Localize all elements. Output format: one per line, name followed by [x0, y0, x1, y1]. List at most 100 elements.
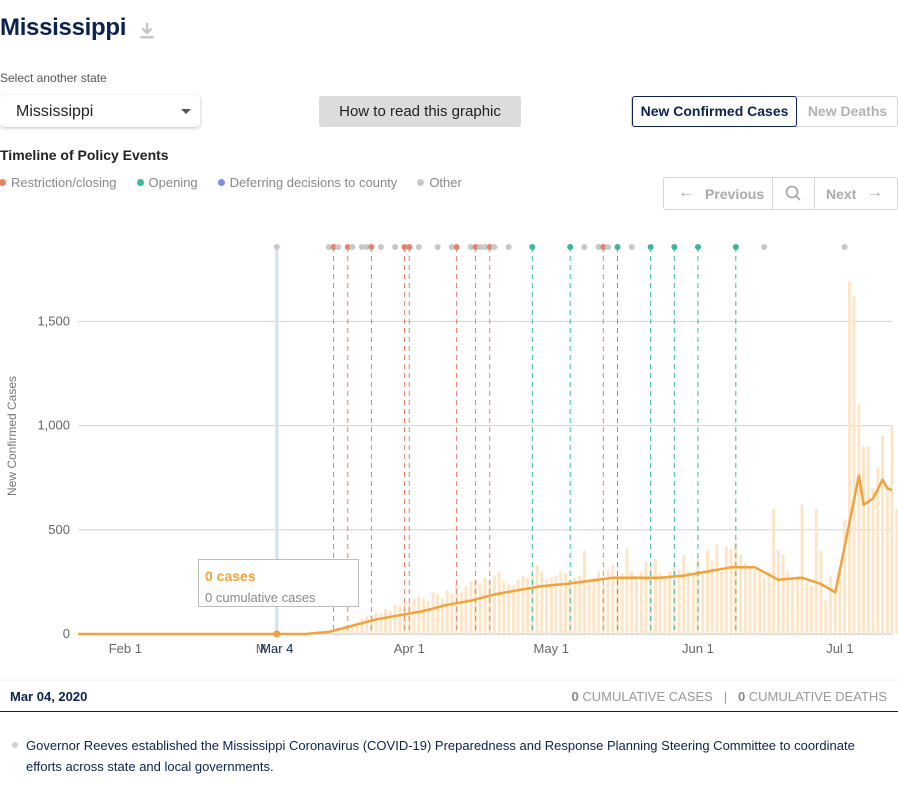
daily-cases-bar	[351, 623, 354, 634]
policy-event-dot	[761, 244, 768, 250]
daily-cases-bar	[895, 508, 898, 634]
new-deaths-tab[interactable]: New Deaths	[807, 103, 888, 119]
daily-cases-bar	[724, 546, 728, 634]
daily-cases-bar	[810, 586, 814, 634]
daily-cases-bar	[336, 627, 340, 634]
policy-event-dot	[415, 244, 422, 250]
daily-cases-bar	[772, 508, 776, 634]
policy-event-dot	[434, 244, 441, 250]
daily-cases-bar	[620, 573, 624, 634]
daily-cases-bar	[862, 446, 866, 634]
daily-cases-bar	[530, 573, 534, 634]
download-icon[interactable]	[139, 22, 155, 40]
status-bar: Mar 04, 2020 0 cumulative cases | 0 cumu…	[0, 681, 898, 712]
policy-event-dot	[567, 244, 574, 250]
x-tick-label: Apr 1	[394, 641, 425, 656]
new-cases-tab[interactable]: New Confirmed Cases	[632, 96, 797, 127]
tooltip-cumulative: 0 cumulative cases	[205, 590, 316, 605]
selected-date: Mar 04, 2020	[10, 689, 88, 704]
tooltip-cases: 0 cases	[205, 568, 256, 584]
policy-event-dot	[453, 244, 460, 250]
daily-cases-bar	[786, 571, 790, 634]
state-select-label: Select another state	[0, 71, 107, 85]
legend-label: Deferring decisions to county	[229, 175, 398, 190]
daily-cases-bar	[592, 577, 596, 634]
daily-cases-bar	[800, 504, 804, 634]
daily-cases-bar	[578, 575, 582, 634]
daily-cases-bar	[814, 508, 818, 634]
search-icon	[785, 185, 801, 201]
policy-event-dot	[595, 244, 602, 250]
policy-event-dot	[614, 244, 621, 250]
daily-cases-bar	[838, 571, 842, 634]
policy-event-dot	[694, 244, 701, 250]
daily-cases-bar	[720, 571, 724, 634]
daily-cases-bar	[374, 612, 378, 634]
daily-cases-bar	[516, 579, 520, 634]
daily-cases-bar	[355, 621, 359, 634]
timeline-title: Timeline of Policy Events	[0, 147, 169, 163]
policy-event-dot	[477, 244, 484, 250]
daily-cases-bar	[634, 575, 638, 634]
daily-cases-bar	[422, 598, 425, 634]
state-select-value: Mississippi	[16, 103, 94, 120]
legend-label: Other	[429, 175, 462, 190]
legend-label: Opening	[148, 175, 198, 190]
daily-cases-bar	[611, 565, 615, 634]
daily-cases-bar	[474, 579, 478, 634]
daily-cases-bar	[526, 577, 530, 634]
daily-cases-bar	[511, 586, 515, 634]
policy-event-dot	[349, 244, 356, 250]
search-button[interactable]	[773, 178, 815, 209]
daily-cases-bar	[507, 583, 511, 634]
y-tick-label: 500	[48, 522, 70, 537]
policy-event-dot	[330, 244, 337, 250]
y-axis-label: New Confirmed Cases	[5, 376, 19, 496]
daily-cases-bar	[554, 575, 558, 634]
daily-cases-bar	[748, 567, 752, 634]
daily-cases-bar	[521, 575, 525, 634]
daily-cases-bar	[497, 571, 501, 634]
daily-cases-bar	[540, 571, 544, 634]
daily-cases-bar	[478, 583, 482, 634]
daily-cases-bar	[483, 577, 487, 634]
daily-cases-bar	[436, 594, 440, 634]
policy-legend: Restriction/closing Opening Deferring de…	[0, 175, 482, 190]
policy-event-dot	[377, 244, 384, 250]
daily-cases-bar	[729, 548, 733, 634]
daily-cases-bar	[469, 581, 473, 634]
daily-cases-bar	[705, 550, 709, 634]
legend-item-deferring: Deferring decisions to county	[217, 175, 398, 190]
daily-cases-bar	[388, 611, 392, 634]
daily-cases-bar	[866, 446, 870, 634]
y-tick-label: 0	[63, 626, 70, 641]
daily-cases-bar	[876, 467, 880, 634]
policy-event-dot	[467, 244, 474, 250]
cumulative-deaths-value: 0	[737, 689, 746, 704]
daily-cases-bar	[332, 631, 336, 634]
restriction-dot-icon	[0, 179, 6, 186]
daily-cases-bar	[710, 561, 714, 634]
next-button[interactable]: Next →	[815, 178, 897, 209]
chart-tooltip: 0 cases 0 cumulative cases	[198, 559, 359, 607]
daily-cases-bar	[776, 550, 780, 634]
chevron-down-icon	[181, 109, 191, 114]
daily-cases-bar	[715, 544, 719, 634]
daily-cases-bar	[488, 579, 492, 634]
daily-cases-bar	[440, 598, 444, 634]
daily-cases-bar	[582, 550, 586, 634]
daily-cases-bar	[587, 581, 591, 634]
daily-cases-bar	[791, 579, 795, 634]
daily-cases-bar	[549, 577, 553, 634]
policy-event-dot	[368, 244, 375, 250]
daily-cases-bar	[852, 296, 856, 634]
previous-button[interactable]: ← Previous	[664, 178, 773, 209]
state-select[interactable]: Mississippi	[0, 95, 200, 127]
how-to-read-button[interactable]: How to read this graphic	[319, 96, 521, 127]
policy-event-dot	[529, 244, 536, 250]
daily-cases-bar	[597, 571, 601, 634]
daily-cases-bar	[369, 614, 373, 634]
daily-cases-bar	[734, 542, 738, 634]
daily-cases-bar	[781, 554, 785, 634]
